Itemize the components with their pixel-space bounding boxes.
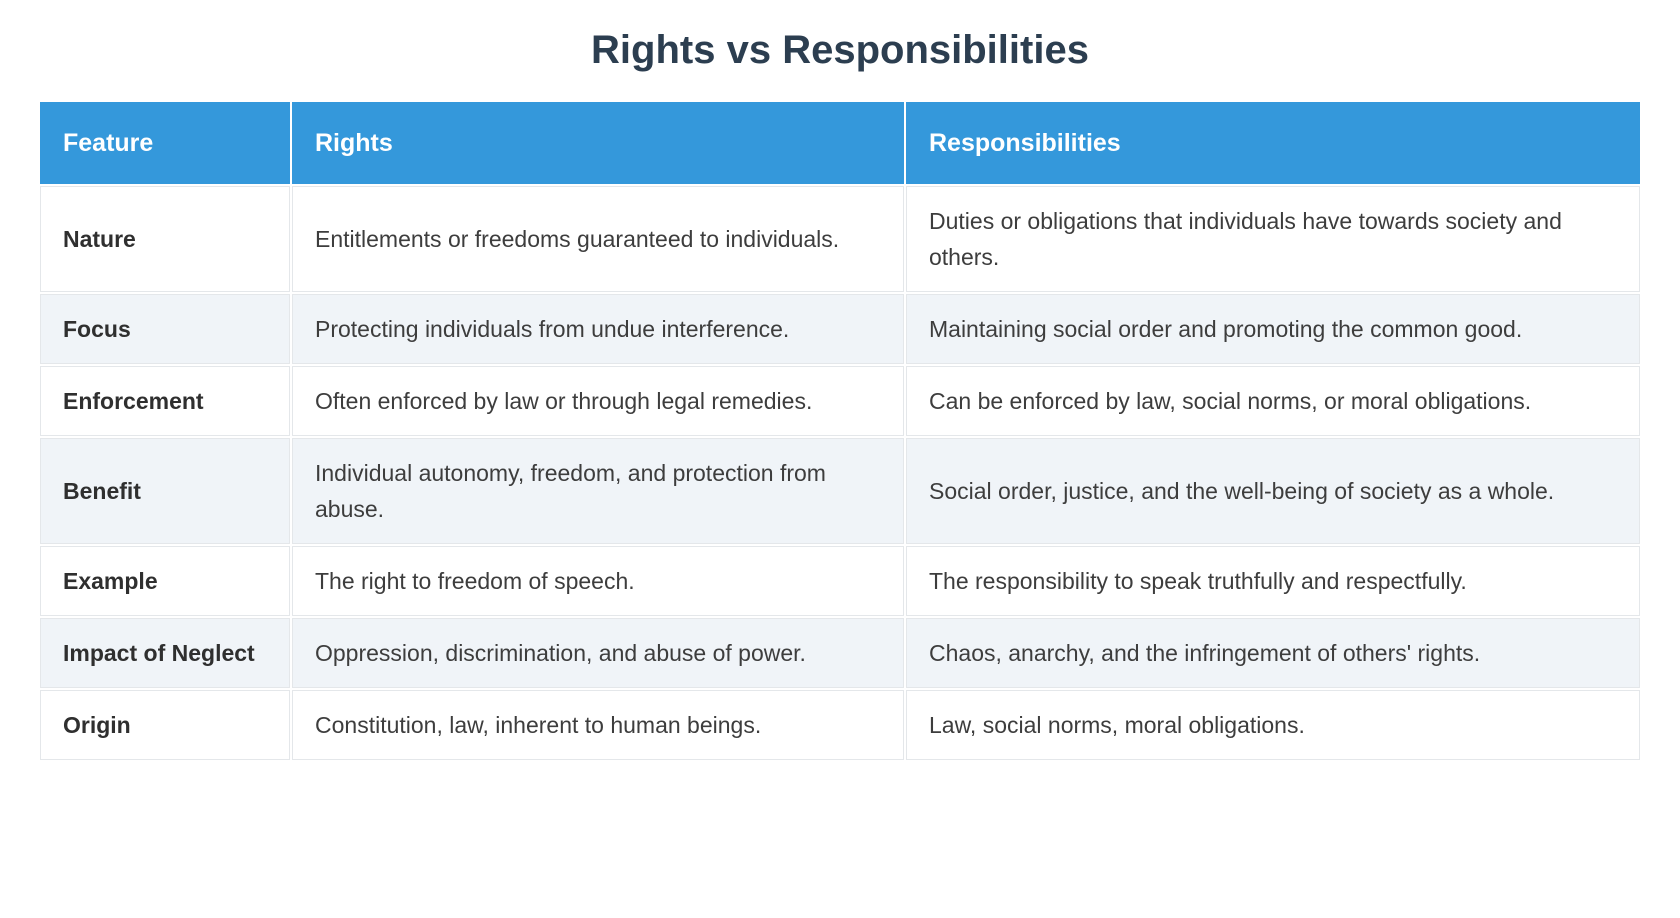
page-title: Rights vs Responsibilities (591, 28, 1089, 72)
feature-cell: Focus (40, 294, 290, 364)
table-row-benefit: Benefit Individual autonomy, freedom, an… (40, 438, 1640, 544)
rights-cell: Individual autonomy, freedom, and protec… (292, 438, 904, 544)
table-row-origin: Origin Constitution, law, inherent to hu… (40, 690, 1640, 760)
header-row: Feature Rights Responsibilities (40, 102, 1640, 184)
page: Rights vs Responsibilities Feature Right… (0, 26, 1680, 762)
rights-cell: Oppression, discrimination, and abuse of… (292, 618, 904, 688)
table-header: Feature Rights Responsibilities (40, 102, 1640, 184)
feature-cell: Example (40, 546, 290, 616)
column-header-feature: Feature (40, 102, 290, 184)
responsibilities-cell: Maintaining social order and promoting t… (906, 294, 1640, 364)
feature-cell: Origin (40, 690, 290, 760)
feature-cell: Nature (40, 186, 290, 292)
responsibilities-cell: Social order, justice, and the well-bein… (906, 438, 1640, 544)
responsibilities-cell: The responsibility to speak truthfully a… (906, 546, 1640, 616)
table-row-nature: Nature Entitlements or freedoms guarante… (40, 186, 1640, 292)
table-body: Nature Entitlements or freedoms guarante… (40, 186, 1640, 760)
column-header-responsibilities: Responsibilities (906, 102, 1640, 184)
rights-cell: The right to freedom of speech. (292, 546, 904, 616)
table-row-example: Example The right to freedom of speech. … (40, 546, 1640, 616)
feature-cell: Benefit (40, 438, 290, 544)
comparison-table: Feature Rights Responsibilities Nature E… (38, 100, 1642, 762)
rights-cell: Entitlements or freedoms guaranteed to i… (292, 186, 904, 292)
table-row-enforcement: Enforcement Often enforced by law or thr… (40, 366, 1640, 436)
responsibilities-cell: Can be enforced by law, social norms, or… (906, 366, 1640, 436)
table-row-impact-of-neglect: Impact of Neglect Oppression, discrimina… (40, 618, 1640, 688)
table-row-focus: Focus Protecting individuals from undue … (40, 294, 1640, 364)
rights-cell: Often enforced by law or through legal r… (292, 366, 904, 436)
rights-cell: Protecting individuals from undue interf… (292, 294, 904, 364)
feature-cell: Impact of Neglect (40, 618, 290, 688)
feature-cell: Enforcement (40, 366, 290, 436)
comparison-table-container: Feature Rights Responsibilities Nature E… (38, 100, 1642, 762)
responsibilities-cell: Duties or obligations that individuals h… (906, 186, 1640, 292)
responsibilities-cell: Law, social norms, moral obligations. (906, 690, 1640, 760)
rights-cell: Constitution, law, inherent to human bei… (292, 690, 904, 760)
responsibilities-cell: Chaos, anarchy, and the infringement of … (906, 618, 1640, 688)
column-header-rights: Rights (292, 102, 904, 184)
